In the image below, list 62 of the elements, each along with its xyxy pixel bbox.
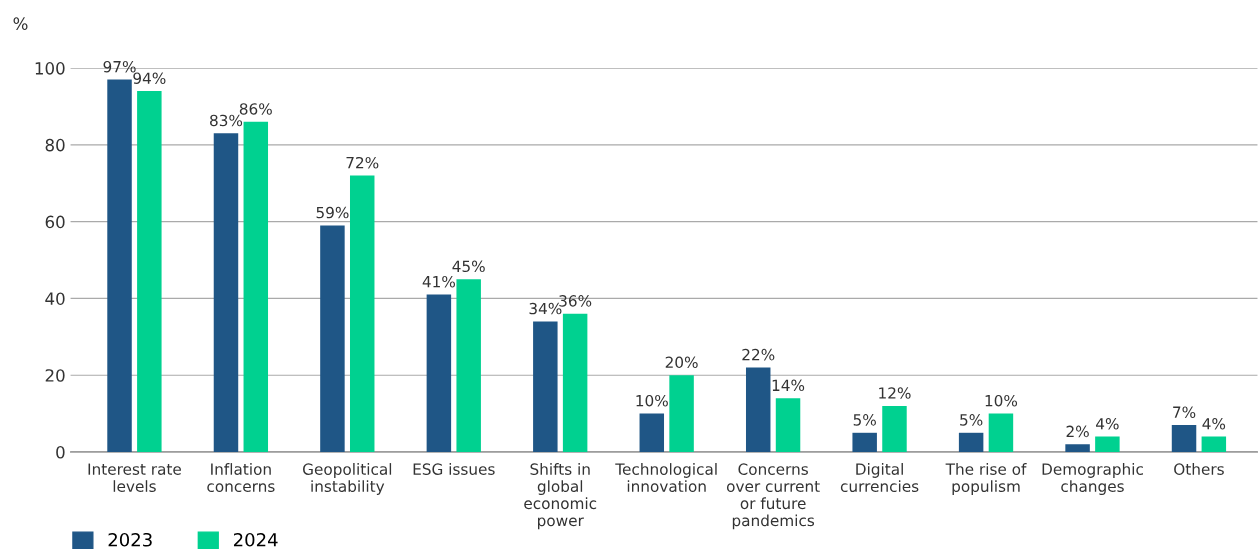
data-label: 72% <box>346 156 379 169</box>
x-tick-label: Others <box>1174 463 1224 475</box>
data-label: 4% <box>1202 417 1226 430</box>
bar <box>639 413 665 452</box>
bar <box>669 375 694 452</box>
data-label: 59% <box>316 206 349 219</box>
legend-label: 2024 <box>233 532 278 547</box>
bar <box>213 133 239 452</box>
data-label: 14% <box>772 379 805 392</box>
x-tick-label: Shifts in global economic power <box>524 463 597 530</box>
bar <box>137 91 162 452</box>
bar <box>562 313 588 452</box>
data-label: 94% <box>133 72 166 84</box>
y-tick-label: 60 <box>45 215 65 229</box>
bar <box>426 294 452 452</box>
bar <box>349 175 375 452</box>
data-label: 5% <box>853 414 876 426</box>
bar <box>107 79 132 452</box>
data-label: 22% <box>742 348 775 361</box>
x-tick-label: The rise of populism <box>945 463 1027 495</box>
bar <box>1065 444 1090 452</box>
data-label: 10% <box>636 394 668 407</box>
bar <box>1095 436 1120 452</box>
y-tick-label: 20 <box>45 369 65 382</box>
y-axis-title: % <box>13 17 28 30</box>
data-label: 20% <box>665 356 698 369</box>
data-label: 7% <box>1173 406 1196 418</box>
bar <box>1201 436 1227 452</box>
data-label: 2% <box>1066 425 1089 438</box>
x-tick-label: Digital currencies <box>840 463 919 493</box>
data-label: 12% <box>879 387 911 399</box>
y-tick-label: 40 <box>45 292 65 305</box>
x-tick-label: ESG issues <box>413 463 495 475</box>
y-tick-label: 0 <box>56 445 65 459</box>
bar <box>852 432 877 452</box>
data-label: 83% <box>210 114 243 127</box>
x-tick-label: Demographic changes <box>1042 463 1143 495</box>
data-label: 5% <box>960 414 983 426</box>
data-label: 10% <box>985 394 1018 407</box>
bar <box>1171 425 1197 452</box>
data-label: 45% <box>452 260 485 273</box>
bar <box>533 321 558 452</box>
y-tick-label: 100 <box>35 62 65 75</box>
bar <box>745 367 771 452</box>
x-tick-label: Geopolitical instability <box>303 463 392 495</box>
bar <box>320 225 345 452</box>
bar <box>775 398 801 452</box>
x-tick-label: Technological innovation <box>615 463 717 493</box>
x-tick-label: Concerns over current or future pandemics <box>726 463 820 530</box>
legend-label: 2023 <box>108 532 152 547</box>
data-label: 86% <box>239 103 272 115</box>
bar <box>243 121 269 452</box>
bar <box>958 432 984 452</box>
data-label: 41% <box>422 275 456 288</box>
data-label: 97% <box>103 60 136 73</box>
bar <box>882 405 907 452</box>
y-tick-label: 80 <box>45 138 65 152</box>
x-tick-label: Interest rate levels <box>88 463 181 493</box>
bar <box>988 413 1014 452</box>
bar <box>456 279 481 452</box>
x-tick-label: Inflation concerns <box>207 463 275 493</box>
data-label: 4% <box>1096 417 1119 430</box>
